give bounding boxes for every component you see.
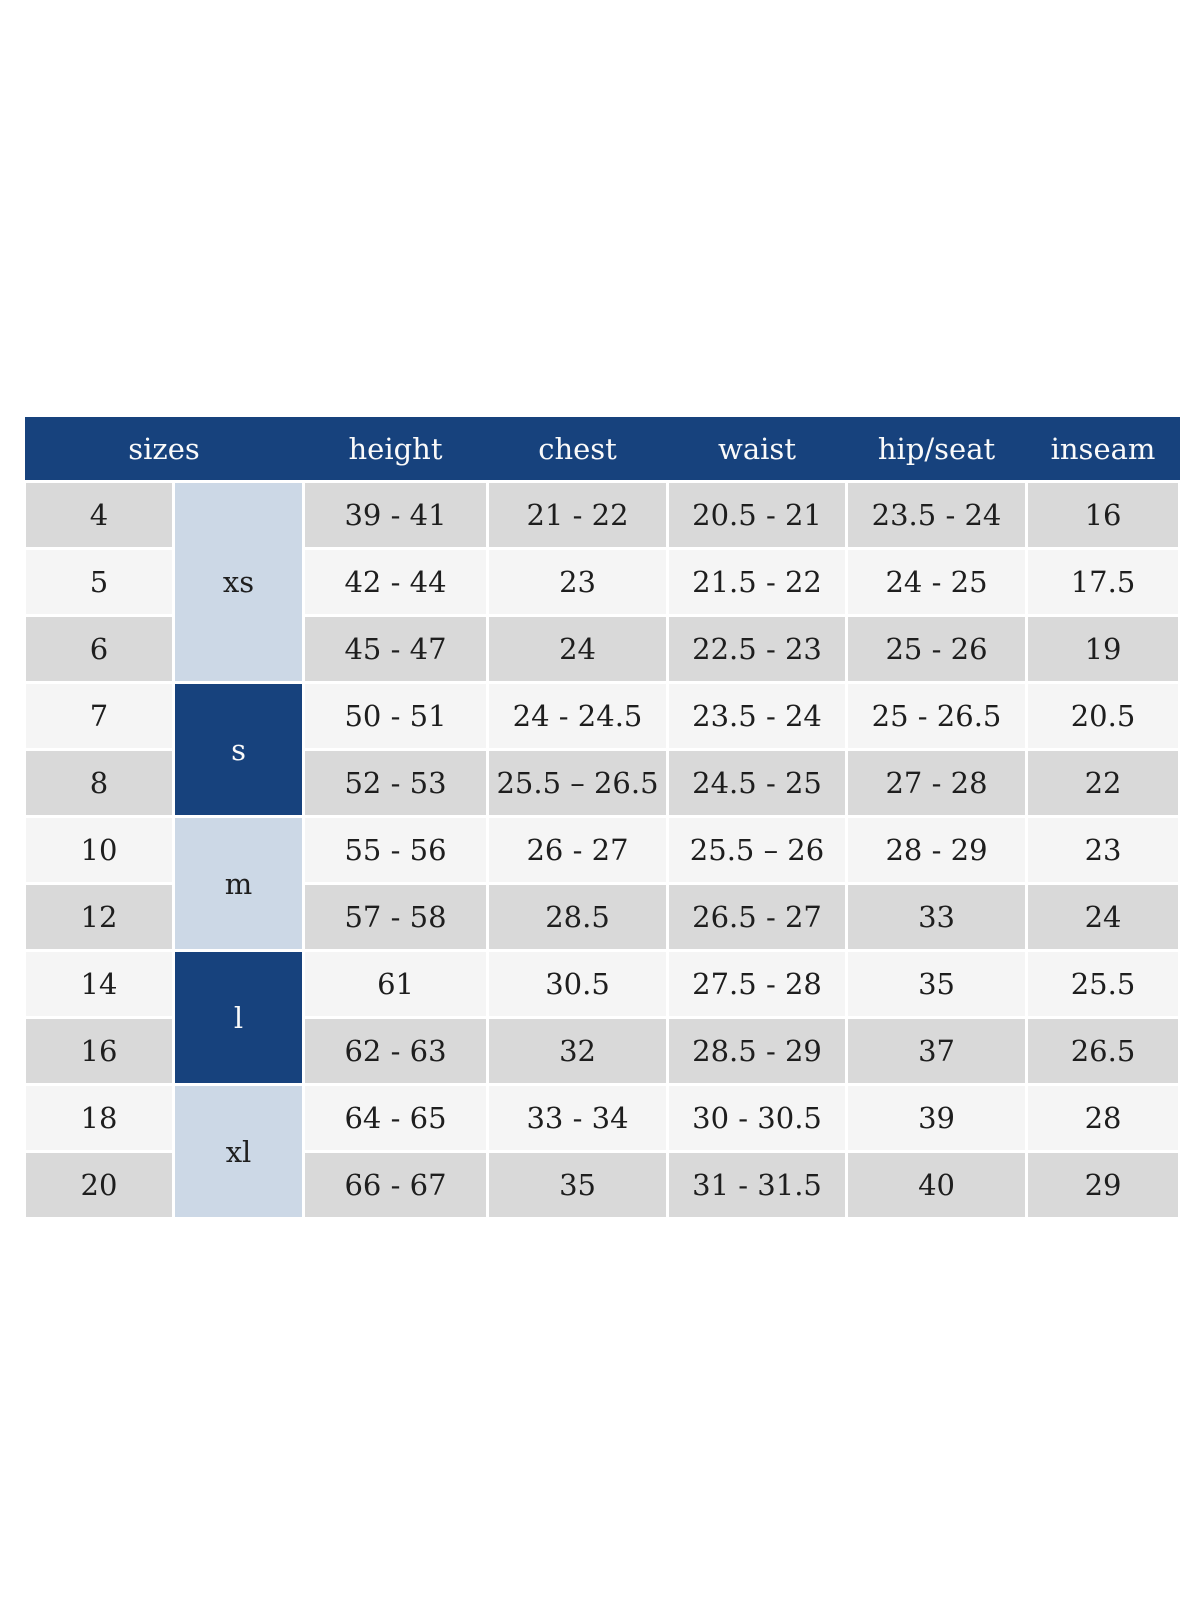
waist-cell: 27.5 - 28	[666, 949, 849, 1019]
column-header-hip-seat: hip/seat	[846, 417, 1027, 482]
size-cell: 12	[23, 882, 175, 952]
size-cell: 16	[23, 1016, 175, 1086]
size-chart: sizes height chest waist hip/seat inseam…	[23, 417, 1182, 1220]
inseam-cell: 23	[1025, 815, 1182, 885]
size-cell: 5	[23, 547, 175, 617]
inseam-cell: 25.5	[1025, 949, 1182, 1019]
chest-cell: 30.5	[486, 949, 670, 1019]
waist-cell: 28.5 - 29	[666, 1016, 849, 1086]
waist-cell: 31 - 31.5	[666, 1150, 849, 1220]
size-cell: 20	[23, 1150, 175, 1220]
height-cell: 55 - 56	[302, 815, 490, 885]
chest-cell: 28.5	[486, 882, 670, 952]
inseam-cell: 28	[1025, 1083, 1182, 1153]
inseam-cell: 29	[1025, 1150, 1182, 1220]
height-cell: 50 - 51	[302, 681, 490, 751]
hip-seat-cell: 37	[845, 1016, 1029, 1086]
table-row: 8 52 - 53 25.5 – 26.5 24.5 - 25 27 - 28 …	[23, 748, 1182, 818]
hip-seat-cell: 23.5 - 24	[845, 480, 1029, 550]
size-cell: 10	[23, 815, 175, 885]
table-row: 20 66 - 67 35 31 - 31.5 40 29	[23, 1150, 1182, 1220]
waist-cell: 30 - 30.5	[666, 1083, 849, 1153]
table-row: 18 xl 64 - 65 33 - 34 30 - 30.5 39 28	[23, 1083, 1182, 1220]
height-cell: 42 - 44	[302, 547, 490, 617]
table-row: 7 s 50 - 51 24 - 24.5 23.5 - 24 25 - 26.…	[23, 681, 1182, 818]
waist-cell: 25.5 – 26	[666, 815, 849, 885]
hip-seat-cell: 35	[845, 949, 1029, 1019]
height-cell: 52 - 53	[302, 748, 490, 818]
height-cell: 62 - 63	[302, 1016, 490, 1086]
column-header-inseam: inseam	[1026, 417, 1180, 482]
hip-seat-cell: 40	[845, 1150, 1029, 1220]
inseam-cell: 24	[1025, 882, 1182, 952]
hip-seat-cell: 27 - 28	[845, 748, 1029, 818]
size-group-cell-l: l	[171, 949, 306, 1086]
header-row: sizes height chest waist hip/seat inseam	[24, 417, 1180, 482]
inseam-cell: 17.5	[1025, 547, 1182, 617]
size-cell: 18	[23, 1083, 175, 1153]
chest-cell: 25.5 – 26.5	[486, 748, 670, 818]
waist-cell: 22.5 - 23	[666, 614, 849, 684]
table-row: 4 xs 39 - 41 21 - 22 20.5 - 21 23.5 - 24…	[23, 480, 1182, 684]
height-cell: 66 - 67	[302, 1150, 490, 1220]
chest-cell: 24 - 24.5	[486, 681, 670, 751]
chest-cell: 32	[486, 1016, 670, 1086]
size-cell: 14	[23, 949, 175, 1019]
waist-cell: 23.5 - 24	[666, 681, 849, 751]
height-cell: 45 - 47	[302, 614, 490, 684]
table-row: 12 57 - 58 28.5 26.5 - 27 33 24	[23, 882, 1182, 952]
inseam-cell: 19	[1025, 614, 1182, 684]
waist-cell: 24.5 - 25	[666, 748, 849, 818]
inseam-cell: 16	[1025, 480, 1182, 550]
column-header-chest: chest	[487, 417, 668, 482]
size-cell: 4	[23, 480, 175, 550]
hip-seat-cell: 28 - 29	[845, 815, 1029, 885]
size-group-cell-xl: xl	[171, 1083, 306, 1220]
table-row: 16 62 - 63 32 28.5 - 29 37 26.5	[23, 1016, 1182, 1086]
hip-seat-cell: 24 - 25	[845, 547, 1029, 617]
waist-cell: 21.5 - 22	[666, 547, 849, 617]
table-row: 6 45 - 47 24 22.5 - 23 25 - 26 19	[23, 614, 1182, 684]
column-header-sizes: sizes	[24, 417, 304, 482]
table-row: 5 42 - 44 23 21.5 - 22 24 - 25 17.5	[23, 547, 1182, 617]
size-cell: 6	[23, 614, 175, 684]
size-group-cell-m: m	[171, 815, 306, 952]
chest-cell: 26 - 27	[486, 815, 670, 885]
hip-seat-cell: 39	[845, 1083, 1029, 1153]
table-row: 14 l 61 30.5 27.5 - 28 35 25.5	[23, 949, 1182, 1086]
hip-seat-cell: 33	[845, 882, 1029, 952]
chest-cell: 24	[486, 614, 670, 684]
size-cell: 7	[23, 681, 175, 751]
height-cell: 57 - 58	[302, 882, 490, 952]
column-header-waist: waist	[667, 417, 847, 482]
inseam-cell: 26.5	[1025, 1016, 1182, 1086]
hip-seat-cell: 25 - 26.5	[845, 681, 1029, 751]
chest-cell: 33 - 34	[486, 1083, 670, 1153]
chest-cell: 21 - 22	[486, 480, 670, 550]
column-header-height: height	[303, 417, 488, 482]
waist-cell: 20.5 - 21	[666, 480, 849, 550]
waist-cell: 26.5 - 27	[666, 882, 849, 952]
height-cell: 61	[302, 949, 490, 1019]
size-group-cell-s: s	[171, 681, 306, 818]
size-group-cell-xs: xs	[171, 480, 306, 684]
size-chart-table: sizes height chest waist hip/seat inseam…	[23, 417, 1182, 1220]
height-cell: 64 - 65	[302, 1083, 490, 1153]
hip-seat-cell: 25 - 26	[845, 614, 1029, 684]
size-cell: 8	[23, 748, 175, 818]
table-row: 10 m 55 - 56 26 - 27 25.5 – 26 28 - 29 2…	[23, 815, 1182, 952]
chest-cell: 23	[486, 547, 670, 617]
inseam-cell: 22	[1025, 748, 1182, 818]
inseam-cell: 20.5	[1025, 681, 1182, 751]
chest-cell: 35	[486, 1150, 670, 1220]
height-cell: 39 - 41	[302, 480, 490, 550]
